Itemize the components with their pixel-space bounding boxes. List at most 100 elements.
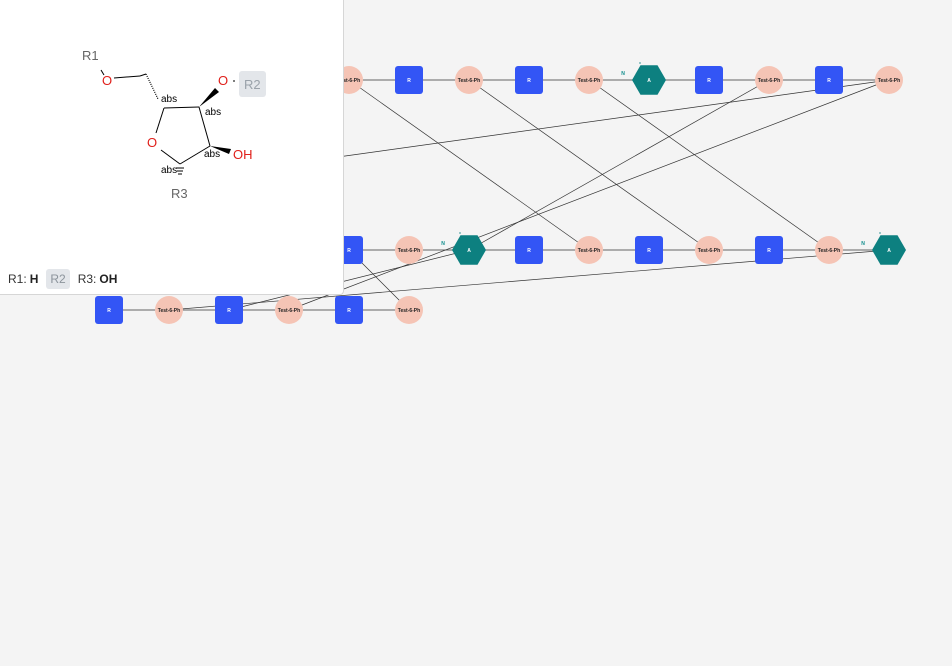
r-group-name: R3: xyxy=(77,272,97,286)
attachment-node-shape xyxy=(872,235,906,265)
wedge-bond xyxy=(210,146,231,154)
r1-label: R1 xyxy=(82,48,99,63)
r-group-node-label: R xyxy=(347,308,351,314)
attachment-node-label: A xyxy=(887,248,891,254)
monomer-node-shape xyxy=(755,66,783,94)
monomer-node-shape xyxy=(815,236,843,264)
r-group-node-label: R xyxy=(347,248,351,254)
monomer-node-shape xyxy=(875,66,903,94)
r-group-node-label: R xyxy=(707,78,711,84)
wedge-bond xyxy=(199,88,219,107)
r2-highlight xyxy=(239,71,266,97)
ring-oxygen-atom: O xyxy=(147,135,157,150)
r-group-node[interactable] xyxy=(395,66,423,94)
r-group-node-label: R xyxy=(647,248,651,254)
hydroxyl-group: OH xyxy=(233,147,253,162)
r-group-node-shape xyxy=(215,296,243,324)
r-group-node-shape xyxy=(515,236,543,264)
monomer-node-label: Test-6-Ph xyxy=(878,78,900,84)
monomer-node-label: Test-6-Ph xyxy=(578,78,600,84)
monomer-node-shape xyxy=(695,236,723,264)
r-group-node-shape xyxy=(695,66,723,94)
monomer-node-shape xyxy=(575,236,603,264)
monomer-node[interactable] xyxy=(875,66,903,94)
monomer-node[interactable] xyxy=(275,296,303,324)
monomer-node-label: Test-6-Ph xyxy=(758,78,780,84)
monomer-node-shape xyxy=(455,66,483,94)
monomer-node-label: Test-6-Ph xyxy=(398,248,420,254)
r-group-value: H xyxy=(29,272,39,286)
bond xyxy=(113,75,141,79)
attachment-side-label: N xyxy=(861,241,865,247)
r-group-node-shape xyxy=(755,236,783,264)
r-group-node-label: R xyxy=(407,78,411,84)
oxygen-atom: O xyxy=(218,73,228,88)
hashed-bond xyxy=(145,73,159,100)
r-group-legend: R1: H R2 R3: OH xyxy=(8,268,125,290)
attachment-node-label: A xyxy=(647,78,651,84)
r-group-node[interactable] xyxy=(755,236,783,264)
monomer-node-shape xyxy=(155,296,183,324)
bond xyxy=(100,69,105,76)
monomer-structure: R1 O O R2 O OH R3 abs abs abs abs xyxy=(82,48,266,201)
monomer-node[interactable] xyxy=(155,296,183,324)
cross-link xyxy=(588,79,830,251)
stereo-label: abs xyxy=(161,94,177,105)
monomer-node[interactable] xyxy=(695,236,723,264)
bond xyxy=(155,107,165,134)
monomer-node-label: Test-6-Ph xyxy=(398,308,420,314)
r1-group: R1: H xyxy=(8,272,38,286)
cross-link xyxy=(468,79,710,251)
attachment-node[interactable] xyxy=(452,235,486,265)
r2-label: R2 xyxy=(244,77,261,92)
r-group-node-label: R xyxy=(767,248,771,254)
attachment-node-shape xyxy=(452,235,486,265)
attachment-side-label: N xyxy=(621,71,625,77)
oxygen-atom: O xyxy=(102,73,112,88)
attachment-node[interactable] xyxy=(872,235,906,265)
r-group-node[interactable] xyxy=(335,296,363,324)
r-group-node-label: R xyxy=(107,308,111,314)
stereo-label: abs xyxy=(205,107,221,118)
monomer-node[interactable] xyxy=(395,236,423,264)
monomer-node[interactable] xyxy=(455,66,483,94)
monomer-node-label: Test-6-Ph xyxy=(338,78,360,84)
r-group-node[interactable] xyxy=(515,66,543,94)
monomer-node-label: Test-6-Ph xyxy=(458,78,480,84)
monomer-node-label: Test-6-Ph xyxy=(158,308,180,314)
monomer-node[interactable] xyxy=(395,296,423,324)
r-group-node[interactable] xyxy=(215,296,243,324)
r3-group: R3: OH xyxy=(78,272,118,286)
attachment-node[interactable] xyxy=(632,65,666,95)
r-group-name: R1: xyxy=(8,272,27,286)
monomer-node-shape xyxy=(275,296,303,324)
attachment-node-shape xyxy=(632,65,666,95)
bond-dot xyxy=(233,80,235,82)
monomer-node[interactable] xyxy=(755,66,783,94)
stereo-label: abs xyxy=(204,149,220,160)
monomer-node-label: Test-6-Ph xyxy=(698,248,720,254)
r-group-node[interactable] xyxy=(635,236,663,264)
r-group-node[interactable] xyxy=(515,236,543,264)
r-group-value: OH xyxy=(99,272,118,286)
monomer-node[interactable] xyxy=(815,236,843,264)
r-group-node-shape xyxy=(815,66,843,94)
monomer-node[interactable] xyxy=(575,236,603,264)
r-group-node[interactable] xyxy=(815,66,843,94)
r-group-node[interactable] xyxy=(95,296,123,324)
r-group-node-label: R xyxy=(827,78,831,84)
r-group-node-label: R xyxy=(527,78,531,84)
stereo-label: abs xyxy=(161,165,177,176)
r2-group: R2 xyxy=(46,269,70,289)
r-group-node-shape xyxy=(95,296,123,324)
monomer-preview-card: R1 O O R2 O OH R3 abs abs abs abs R1: H … xyxy=(0,0,344,295)
cross-link xyxy=(228,249,470,311)
monomer-node-label: Test-6-Ph xyxy=(818,248,840,254)
r-group-node-label: R xyxy=(527,248,531,254)
r-group-node[interactable] xyxy=(695,66,723,94)
monomer-node[interactable] xyxy=(575,66,603,94)
bond xyxy=(163,106,200,109)
r-group-node-shape xyxy=(335,296,363,324)
cross-link xyxy=(348,79,590,251)
r3-label: R3 xyxy=(171,186,188,201)
